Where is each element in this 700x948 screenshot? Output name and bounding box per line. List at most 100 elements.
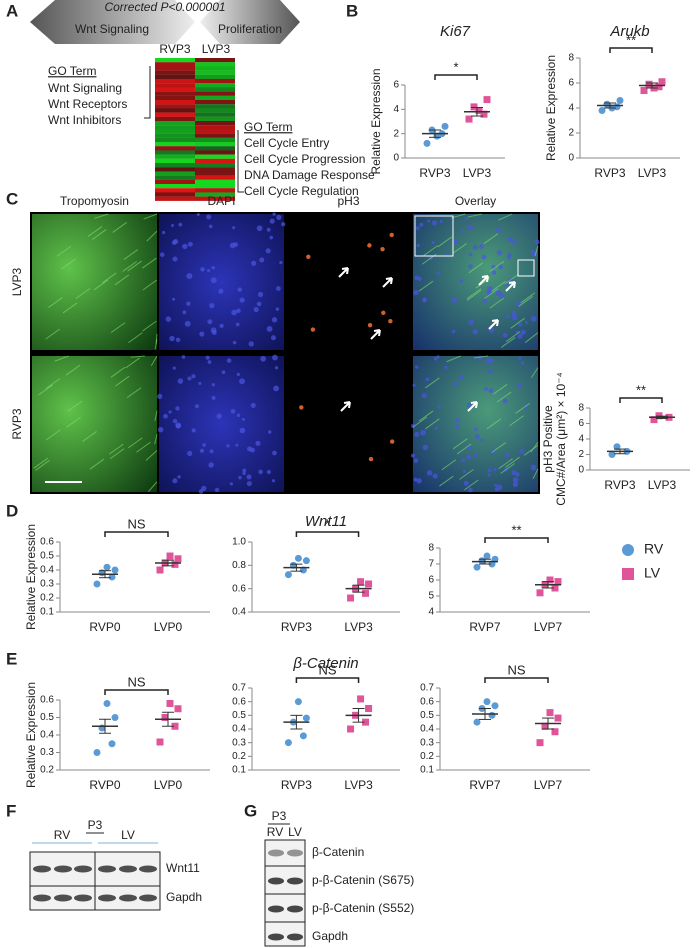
heat-cell	[155, 150, 195, 155]
fiber	[154, 434, 158, 445]
nucleus	[451, 297, 458, 304]
data-point	[640, 87, 648, 94]
nucleus	[474, 427, 478, 431]
heat-cell	[195, 58, 235, 63]
nucleus	[275, 286, 281, 291]
nucleus	[451, 329, 456, 334]
band	[33, 894, 51, 902]
fiber	[87, 226, 103, 237]
nucleus	[272, 212, 276, 216]
nucleus	[468, 319, 475, 325]
nucleus	[239, 427, 246, 434]
data-point	[441, 122, 449, 130]
fiber	[515, 402, 530, 414]
fiber	[82, 431, 97, 442]
nucleus	[260, 355, 266, 362]
nucleus	[238, 475, 242, 480]
nucleus	[232, 340, 237, 345]
x-tick-label: RVP0	[89, 778, 120, 792]
y-tick-label: 4	[578, 434, 584, 445]
blot-group: P3	[88, 818, 103, 832]
data-point	[171, 722, 179, 730]
significance-label: **	[511, 522, 521, 537]
nucleus	[494, 483, 498, 487]
nucleus	[507, 252, 512, 257]
nucleus	[175, 337, 181, 343]
y-tick-label: 0.5	[40, 551, 54, 562]
nucleus	[172, 478, 178, 484]
heat-cell	[195, 142, 235, 147]
ph3-spot	[367, 323, 373, 328]
nucleus	[246, 481, 252, 487]
nucleus	[231, 309, 237, 316]
nucleus	[415, 365, 419, 369]
data-point	[93, 749, 101, 756]
heat-cell	[195, 171, 235, 176]
nucleus	[171, 224, 175, 228]
nucleus	[482, 298, 488, 303]
chart-title: Arukb	[609, 23, 649, 40]
go-term: Wnt Inhibitors	[48, 113, 121, 127]
heat-cell	[195, 74, 235, 80]
fiber	[474, 355, 489, 359]
data-point	[347, 594, 355, 602]
fiber	[109, 443, 124, 455]
fiber	[130, 355, 145, 358]
nucleus	[241, 417, 245, 421]
band-label: β-Catenin	[312, 845, 364, 859]
band	[33, 865, 51, 873]
heat-cell	[195, 121, 235, 126]
fiber	[505, 456, 520, 468]
nucleus	[208, 224, 213, 229]
y-tick-label: 0.7	[232, 683, 246, 694]
bracket	[144, 66, 151, 119]
y-axis-label: CMC#/Area (μm²) × 10⁻⁴	[554, 372, 568, 505]
fiber	[441, 459, 457, 471]
fiber	[532, 468, 539, 480]
nucleus	[235, 322, 240, 327]
y-tick-label: 0.3	[40, 747, 54, 758]
nucleus	[269, 218, 275, 224]
band	[287, 849, 303, 857]
heat-cell	[155, 100, 195, 105]
heat-cell	[155, 66, 195, 71]
nucleus	[208, 462, 214, 468]
heat-cell	[155, 95, 195, 101]
significance-label: NS	[318, 662, 336, 677]
y-tick-label: 5	[428, 591, 434, 602]
heat-cell	[195, 184, 235, 189]
nucleus	[237, 287, 243, 292]
nucleus	[226, 358, 232, 363]
nucleus	[271, 479, 275, 483]
data-point	[365, 705, 373, 712]
fiber	[101, 272, 117, 284]
nucleus	[413, 477, 418, 482]
nucleus	[191, 374, 196, 379]
arrow	[467, 401, 478, 412]
nucleus	[518, 356, 522, 360]
fiber	[109, 448, 125, 460]
nucleus	[272, 450, 277, 456]
nucleus	[520, 329, 526, 335]
nucleus	[232, 226, 236, 230]
nucleus	[169, 335, 175, 342]
fiber	[451, 213, 466, 219]
nucleus	[462, 469, 466, 474]
ph3-spot	[381, 310, 386, 316]
y-tick-label: 0.6	[232, 696, 246, 707]
column-label: RVP3	[159, 42, 190, 56]
nucleus	[246, 474, 252, 480]
data-point	[362, 718, 370, 726]
x-tick-label: RVP3	[604, 478, 635, 492]
y-tick-label: 0.6	[40, 537, 54, 548]
heat-cell	[195, 66, 235, 71]
y-tick-label: 0.2	[40, 765, 54, 776]
data-point	[470, 103, 478, 111]
nucleus	[168, 410, 172, 414]
data-point	[488, 711, 496, 719]
nucleus	[258, 469, 263, 475]
heat-cell	[155, 158, 195, 164]
nucleus	[474, 434, 480, 440]
nucleus	[267, 430, 272, 434]
x-tick-label: LVP3	[638, 166, 667, 180]
